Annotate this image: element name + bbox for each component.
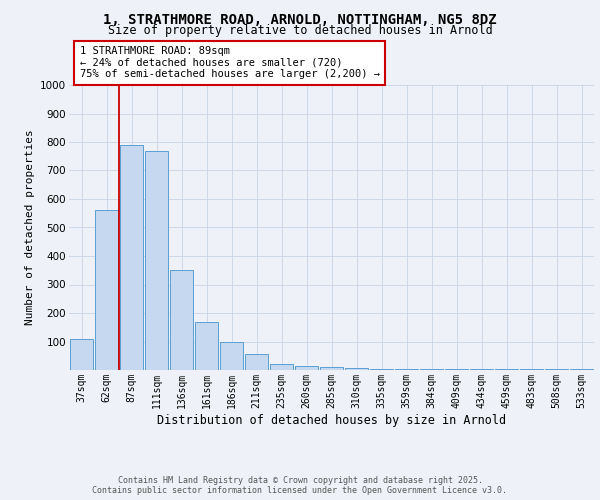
Bar [320, 367, 343, 370]
Bar [370, 368, 393, 370]
Bar [220, 342, 243, 370]
Text: Contains HM Land Registry data © Crown copyright and database right 2025.: Contains HM Land Registry data © Crown c… [118, 476, 482, 485]
Bar [395, 368, 418, 370]
Bar [70, 338, 93, 370]
Bar [145, 150, 168, 370]
Bar [270, 364, 293, 370]
Bar [95, 210, 118, 370]
Bar [195, 322, 218, 370]
Text: Contains public sector information licensed under the Open Government Licence v3: Contains public sector information licen… [92, 486, 508, 495]
Bar [445, 368, 468, 370]
Y-axis label: Number of detached properties: Number of detached properties [25, 130, 35, 326]
Bar [345, 368, 368, 370]
Text: Size of property relative to detached houses in Arnold: Size of property relative to detached ho… [107, 24, 493, 37]
Text: 1, STRATHMORE ROAD, ARNOLD, NOTTINGHAM, NG5 8DZ: 1, STRATHMORE ROAD, ARNOLD, NOTTINGHAM, … [103, 12, 497, 26]
Bar [295, 366, 318, 370]
Bar [120, 145, 143, 370]
Bar [170, 270, 193, 370]
Bar [245, 354, 268, 370]
X-axis label: Distribution of detached houses by size in Arnold: Distribution of detached houses by size … [157, 414, 506, 426]
Text: 1 STRATHMORE ROAD: 89sqm
← 24% of detached houses are smaller (720)
75% of semi-: 1 STRATHMORE ROAD: 89sqm ← 24% of detach… [79, 46, 380, 80]
